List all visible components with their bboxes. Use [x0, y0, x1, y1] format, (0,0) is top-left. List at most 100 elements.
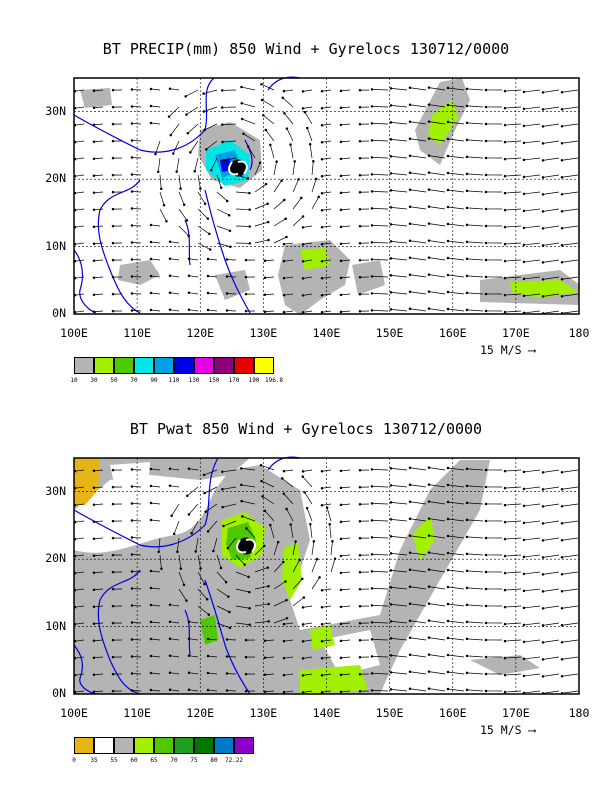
wind-arrow-head [168, 308, 172, 311]
wind-arrow [466, 502, 484, 505]
wind-arrow [216, 622, 231, 629]
wind-arrow-head [187, 234, 190, 238]
wind-arrow [371, 587, 389, 590]
wind-arrow [390, 502, 408, 505]
wind-arrow-head [408, 670, 412, 673]
wind-arrow [390, 655, 408, 658]
wind-arrow-head [111, 553, 115, 557]
wind-arrow [371, 689, 389, 692]
wind-arrow [428, 240, 446, 244]
wind-arrow-head [187, 620, 191, 623]
wind-arrow-head [560, 471, 564, 474]
precip-green-area [510, 280, 578, 298]
wind-arrow-head [484, 570, 488, 574]
wind-arrow [131, 259, 142, 261]
wind-arrow-head [169, 133, 172, 137]
wind-arrow-head [225, 292, 229, 295]
wind-arrow-head [282, 639, 286, 643]
wind-arrow [261, 99, 275, 108]
wind-arrow [93, 276, 104, 279]
wind-arrow [523, 140, 541, 144]
wind-arrow-head [186, 132, 190, 135]
wind-arrow-head [427, 619, 431, 622]
wind-arrow [254, 567, 268, 573]
x-tick-label: 100E [60, 706, 88, 720]
wind-arrow-head [301, 475, 305, 478]
wind-arrow-head [541, 522, 545, 525]
wind-arrow [561, 208, 579, 212]
wind-arrow [542, 486, 560, 490]
wind-arrow-head [130, 190, 134, 193]
wind-arrow [74, 174, 85, 177]
wind-arrow-head [446, 205, 450, 209]
wind-arrow [260, 464, 275, 471]
wind-arrow-head [318, 576, 321, 579]
wind-arrow-head [320, 276, 324, 280]
wind-arrow [523, 639, 541, 643]
reference-vector-label: 15 M/S [480, 343, 522, 357]
wind-arrow-head [111, 468, 115, 472]
wind-arrow-head [560, 261, 564, 264]
wind-arrow [371, 553, 389, 556]
wind-arrow [302, 673, 313, 676]
wind-arrow-head [408, 256, 412, 259]
wind-arrow [93, 208, 104, 211]
wind-arrow [169, 275, 180, 278]
wind-arrow-head [267, 584, 270, 588]
wind-arrow-head [339, 208, 343, 212]
wind-arrow-head [541, 176, 545, 179]
wind-arrow-head [522, 192, 526, 196]
wind-arrow-head [228, 229, 232, 232]
wind-arrow [523, 191, 541, 195]
wind-arrow-head [339, 571, 343, 575]
wind-arrow [542, 588, 560, 592]
wind-arrow-head [446, 636, 450, 640]
wind-arrow-head [208, 248, 212, 251]
wind-arrow [169, 292, 180, 295]
wind-arrow [371, 638, 389, 641]
wind-arrow-head [427, 273, 431, 276]
wind-arrow-head [446, 222, 450, 226]
wind-arrow-head [560, 91, 564, 94]
colorbar-label: 110 [168, 377, 180, 384]
wind-arrow [227, 537, 237, 549]
colorbar-swatch [234, 737, 254, 754]
wind-arrow-head [408, 239, 412, 242]
wind-arrow-head [320, 639, 324, 643]
wind-arrow [409, 654, 427, 658]
wind-arrow-head [408, 585, 412, 588]
wind-arrow-head [320, 123, 324, 127]
colorbar-label: 196.8 [264, 377, 284, 384]
wind-arrow [74, 140, 85, 143]
wind-arrow-head [541, 573, 545, 576]
wind-arrow [542, 656, 560, 660]
wind-arrow-head [92, 191, 96, 194]
wind-arrow-head [484, 655, 488, 659]
wind-arrow [409, 671, 427, 675]
wind-arrow [273, 599, 287, 607]
wind-arrow [216, 554, 222, 569]
wind-arrow [168, 106, 180, 117]
wind-arrow-head [446, 273, 450, 277]
wind-arrow [283, 310, 294, 313]
precip-colorbar: 10 30 50 70 90 110 130 150 170 190 196.8 [70, 357, 283, 387]
wind-arrow [390, 587, 408, 590]
colorbar-label: 150 [208, 377, 220, 384]
wind-arrow-head [149, 569, 153, 573]
wind-arrow-head [503, 554, 507, 558]
wind-arrow [247, 146, 256, 159]
wind-arrow-head [370, 502, 374, 505]
wind-arrow-head [149, 518, 153, 522]
wind-arrow [409, 535, 427, 539]
wind-arrow [340, 690, 351, 693]
wind-arrow-head [92, 503, 96, 506]
wind-arrow [302, 242, 313, 245]
wind-arrow [409, 484, 427, 488]
wind-arrow-head [484, 292, 488, 296]
wind-arrow-head [301, 657, 305, 660]
wind-arrow-head [244, 638, 248, 642]
wind-arrow-head [315, 177, 318, 181]
wind-arrow-head [285, 617, 289, 620]
wind-arrow-head [285, 127, 289, 130]
wind-arrow-head [149, 257, 153, 261]
